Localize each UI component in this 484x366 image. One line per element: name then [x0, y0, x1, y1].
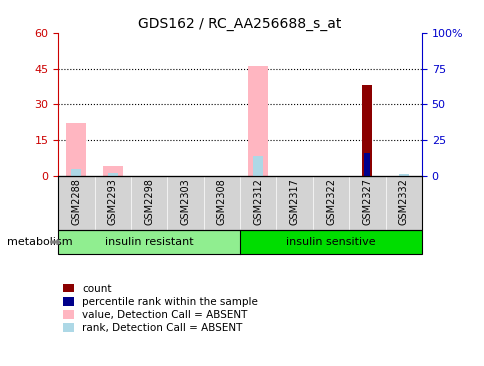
Bar	[167, 176, 203, 230]
Bar	[203, 176, 240, 230]
Bar	[107, 173, 118, 176]
Bar	[58, 176, 421, 230]
Bar	[385, 176, 421, 230]
Bar	[58, 230, 421, 254]
Text: insulin resistant: insulin resistant	[105, 237, 193, 247]
Bar	[58, 230, 240, 254]
Bar	[348, 176, 385, 230]
Bar	[362, 85, 372, 176]
Bar	[103, 166, 122, 176]
Bar	[66, 123, 86, 176]
Bar	[312, 176, 348, 230]
Bar	[363, 153, 370, 176]
Bar	[276, 176, 312, 230]
Text: insulin sensitive: insulin sensitive	[286, 237, 375, 247]
Bar	[253, 156, 263, 176]
Bar	[240, 230, 421, 254]
Bar	[58, 176, 94, 230]
Text: metabolism: metabolism	[7, 237, 73, 247]
Bar	[71, 168, 81, 176]
FancyArrow shape	[51, 240, 60, 244]
Bar	[131, 176, 167, 230]
Bar	[94, 176, 131, 230]
Bar	[248, 66, 268, 176]
Title: GDS162 / RC_AA256688_s_at: GDS162 / RC_AA256688_s_at	[138, 16, 341, 30]
Bar	[398, 174, 408, 176]
Bar	[240, 176, 276, 230]
Legend: count, percentile rank within the sample, value, Detection Call = ABSENT, rank, : count, percentile rank within the sample…	[63, 284, 257, 333]
